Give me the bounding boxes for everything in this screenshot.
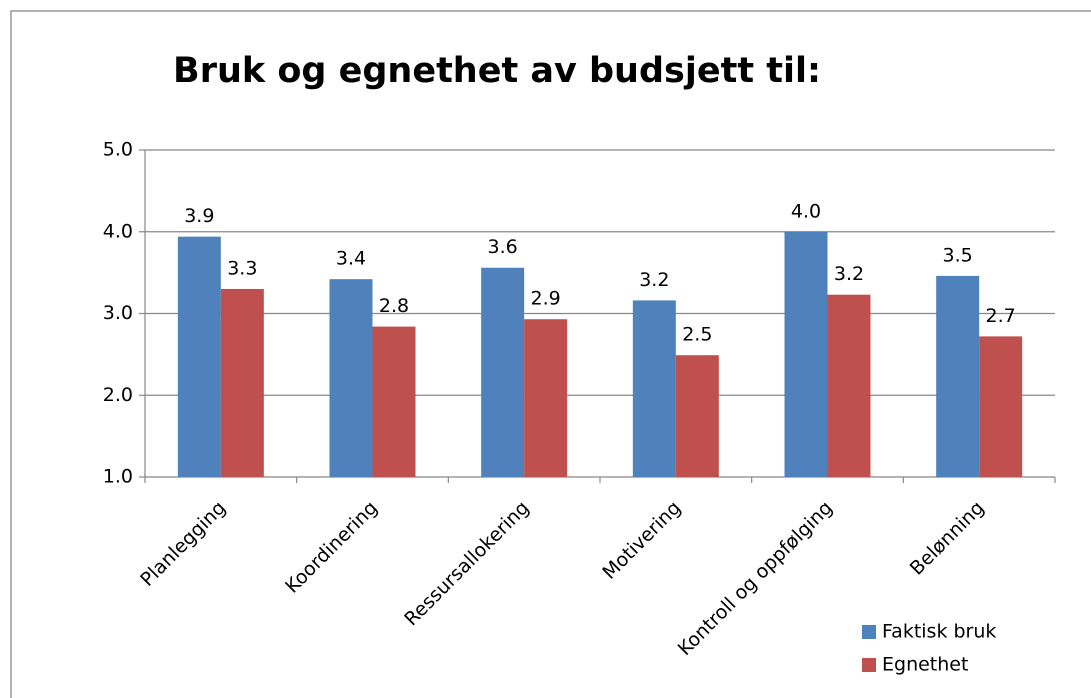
chart-title: Bruk og egnethet av budsjett til: [173,51,821,91]
bar [936,275,980,477]
legend-swatch [862,625,876,639]
value-label: 2.8 [379,295,409,317]
value-label: 2.9 [531,288,561,310]
value-label: 3.2 [834,263,864,285]
value-label: 2.7 [986,305,1016,327]
value-label: 3.9 [184,205,214,227]
bar [220,288,264,477]
value-label: 2.5 [682,324,712,346]
y-tick-label: 1.0 [103,466,133,488]
bar [329,279,373,477]
y-tick-label: 3.0 [103,302,133,324]
bar [481,267,525,477]
y-tick-label: 2.0 [103,384,133,406]
value-label: 3.3 [227,257,257,279]
bar [177,236,221,477]
value-label: 3.6 [488,236,518,258]
bar [632,300,676,477]
bar [784,231,828,477]
bar [675,355,719,477]
value-label: 4.0 [791,200,821,222]
bar [524,319,568,477]
legend-label: Egnethet [882,654,968,676]
y-tick-label: 4.0 [103,220,133,242]
value-label: 3.2 [639,269,669,291]
legend-swatch [862,658,876,672]
value-label: 3.5 [943,244,973,266]
bar [979,336,1023,477]
bar [827,294,871,477]
bar [372,326,416,477]
legend-label: Faktisk bruk [882,621,996,643]
y-tick-label: 5.0 [103,139,133,161]
value-label: 3.4 [336,248,366,270]
